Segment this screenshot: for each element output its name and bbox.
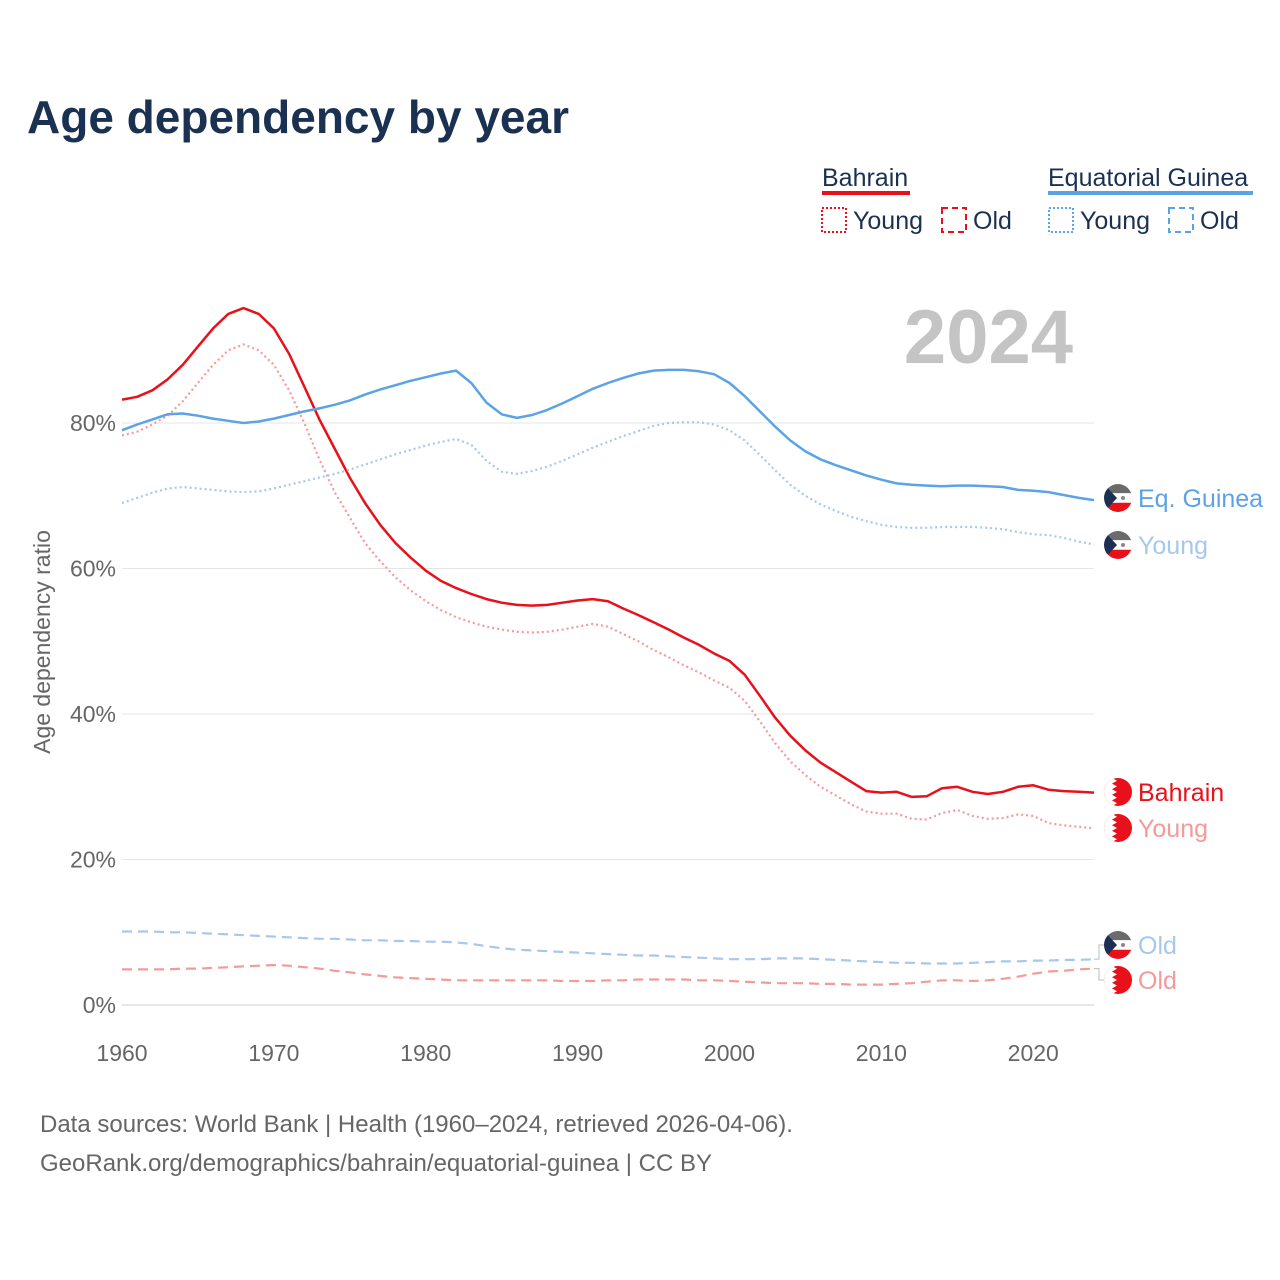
label-connector xyxy=(1094,968,1104,981)
data-source: Data sources: World Bank | Health (1960–… xyxy=(40,1111,793,1138)
x-tick-label: 1990 xyxy=(552,1040,603,1066)
legend-bahrain-title: Bahrain xyxy=(822,164,908,192)
legend-dashed-swatch xyxy=(941,207,967,233)
legend-bahrain-underline xyxy=(822,191,910,195)
x-tick-label: 2000 xyxy=(704,1040,755,1066)
equatorial-guinea-flag-icon xyxy=(1104,931,1132,959)
series-line-bahrain-young xyxy=(121,343,1095,830)
legend: Bahrain Young Old Equatorial Guinea Youn… xyxy=(821,164,1253,235)
end-label: Young xyxy=(1138,532,1208,560)
x-tick-label: 1980 xyxy=(400,1040,451,1066)
end-label: Old xyxy=(1138,932,1177,960)
end-label: Bahrain xyxy=(1138,779,1224,807)
end-label: Eq. Guinea xyxy=(1138,485,1263,513)
y-tick-label: 60% xyxy=(70,556,116,582)
bahrain-flag-icon xyxy=(1104,966,1132,994)
series-line-bahrain-old xyxy=(122,963,1095,986)
label-connector xyxy=(1094,944,1104,960)
legend-eqguinea-underline xyxy=(1048,191,1253,195)
equatorial-guinea-flag-icon xyxy=(1104,531,1132,559)
legend-eqguinea-title: Equatorial Guinea xyxy=(1048,164,1248,192)
bahrain-flag-icon xyxy=(1104,778,1132,806)
end-label: Old xyxy=(1138,967,1177,995)
series-line-equatorial-guinea-old xyxy=(122,930,1095,965)
x-tick-label: 2010 xyxy=(856,1040,907,1066)
y-tick-label: 40% xyxy=(70,701,116,727)
series-line-bahrain xyxy=(121,306,1095,799)
year-watermark: 2024 xyxy=(904,295,1073,380)
legend-dotted-swatch xyxy=(821,207,847,233)
series-line-equatorial-guinea-young xyxy=(121,421,1095,546)
y-tick-label: 80% xyxy=(70,410,116,436)
y-tick-label: 20% xyxy=(70,847,116,873)
legend-bahrain-young[interactable]: Young xyxy=(853,207,923,235)
x-tick-label: 2020 xyxy=(1008,1040,1059,1066)
y-axis-label: Age dependency ratio xyxy=(29,530,55,754)
legend-bahrain-old[interactable]: Old xyxy=(973,207,1012,235)
series-line-equatorial-guinea xyxy=(121,368,1095,502)
x-tick-label: 1970 xyxy=(248,1040,299,1066)
source-link[interactable]: GeoRank.org/demographics/bahrain/equator… xyxy=(40,1150,712,1177)
legend-dashed-swatch xyxy=(1168,207,1194,233)
end-label: Young xyxy=(1138,815,1208,843)
legend-dotted-swatch xyxy=(1048,207,1074,233)
legend-eqguinea-young[interactable]: Young xyxy=(1080,207,1150,235)
legend-eqguinea-old[interactable]: Old xyxy=(1200,207,1239,235)
equatorial-guinea-flag-icon xyxy=(1104,484,1132,512)
y-tick-label: 0% xyxy=(83,992,116,1018)
chart-title: Age dependency by year xyxy=(27,91,569,143)
bahrain-flag-icon xyxy=(1104,814,1132,842)
x-tick-label: 1960 xyxy=(96,1040,147,1066)
